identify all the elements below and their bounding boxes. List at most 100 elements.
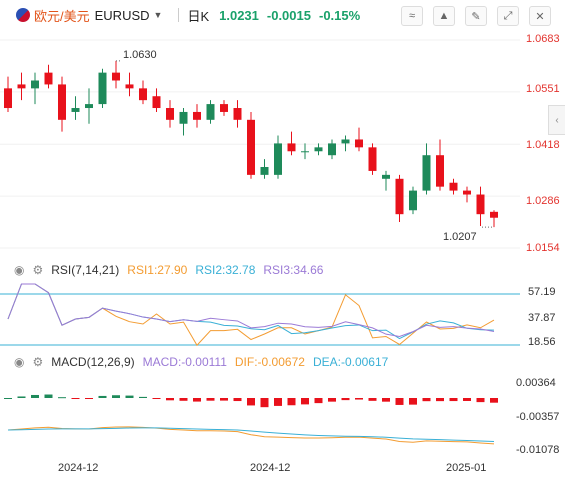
candle[interactable] [436, 155, 444, 187]
macd-bar [355, 398, 363, 400]
expand-icon[interactable]: ⤢ [497, 6, 519, 26]
candle[interactable] [355, 139, 363, 148]
rsi3-line [7, 283, 495, 338]
macd-chart[interactable] [0, 370, 520, 458]
macd-bar [314, 398, 323, 404]
macd-bar [193, 398, 201, 402]
candle[interactable] [247, 119, 255, 175]
rsi-title: RSI(7,14,21) [51, 263, 120, 277]
candle[interactable] [112, 72, 120, 81]
macd-bar [220, 398, 228, 401]
candle[interactable] [409, 190, 417, 211]
candle[interactable] [490, 211, 498, 218]
candle[interactable] [341, 139, 350, 144]
macd-bar [449, 398, 458, 402]
macd-bar [112, 395, 120, 398]
candle[interactable] [287, 143, 296, 152]
dif-value: DIF:-0.00672 [234, 355, 305, 369]
pair-name[interactable]: 欧元/美元 [34, 8, 90, 24]
price-chart[interactable] [0, 30, 520, 260]
rsi1-line [7, 283, 495, 347]
macd-title: MACD(12,26,9) [51, 355, 135, 369]
rsi-header: ◉ ⚙ RSI(7,14,21) RSI1:27.90 RSI2:32.78 R… [14, 263, 331, 277]
candle[interactable] [382, 174, 390, 179]
candle[interactable] [125, 84, 134, 89]
candle[interactable] [395, 178, 404, 215]
candle[interactable] [44, 72, 53, 85]
dea-line [7, 427, 495, 443]
macd-bar [58, 397, 66, 399]
candle[interactable] [476, 194, 485, 215]
macd-bar [301, 398, 309, 405]
candle[interactable] [179, 111, 188, 124]
macd-tick-3: -0.01078 [516, 444, 560, 456]
candle[interactable] [301, 151, 309, 153]
symbol-label[interactable]: EURUSD [94, 7, 150, 23]
candle[interactable] [260, 167, 269, 175]
y-tick-4: 1.0286 [526, 195, 560, 207]
rsi-tick-1: 57.19 [528, 286, 556, 298]
macd-bar [287, 398, 296, 406]
indicator-icon[interactable]: ▲ [433, 6, 455, 26]
candle[interactable] [314, 147, 323, 152]
candle[interactable] [233, 108, 242, 120]
candle[interactable] [71, 108, 80, 112]
candle[interactable] [193, 111, 201, 120]
y-tick-1: 1.0683 [526, 33, 560, 45]
drawing-icon[interactable]: ≈ [401, 6, 423, 26]
chevron-down-icon[interactable]: ▼ [153, 10, 163, 20]
candle[interactable] [449, 182, 458, 191]
flag-icon [16, 8, 30, 22]
candle[interactable] [274, 143, 282, 175]
candle[interactable] [368, 147, 377, 171]
macd-bar [44, 394, 53, 398]
high-price-label: 1.0630 [123, 49, 157, 61]
macd-bar [31, 394, 39, 398]
candle[interactable] [220, 104, 228, 112]
candle[interactable] [166, 108, 174, 120]
tool-icon[interactable]: ✎ [465, 6, 487, 26]
rsi-chart[interactable] [0, 280, 520, 350]
side-panel-toggle[interactable]: ‹ [548, 105, 565, 135]
close-icon[interactable]: ✕ [529, 6, 551, 26]
macd-bar [4, 398, 12, 399]
candle[interactable] [17, 84, 26, 89]
rsi-tick-3: 18.56 [528, 336, 556, 348]
candle[interactable] [152, 96, 161, 109]
rsi-tick-2: 37.87 [528, 312, 556, 324]
macd-bar [476, 398, 485, 403]
rsi2-line [7, 283, 495, 340]
macd-bar [125, 395, 134, 398]
candle[interactable] [31, 80, 39, 89]
chart-header: 欧元/美元 EURUSD ▼ 日K 1.0231 -0.0015 -0.15% [0, 0, 565, 30]
macd-tick-1: 0.00364 [516, 377, 556, 389]
candle[interactable] [139, 88, 147, 101]
macd-value: MACD:-0.00111 [142, 355, 227, 369]
settings-icon[interactable]: ⚙ [32, 355, 44, 369]
macd-bar [328, 398, 336, 402]
candle[interactable] [422, 155, 431, 191]
eye-icon[interactable]: ◉ [14, 355, 25, 369]
period-selector[interactable]: 日K [187, 8, 210, 24]
macd-bar [247, 398, 255, 406]
macd-bar [368, 398, 377, 401]
candle[interactable] [98, 72, 107, 105]
macd-bar [179, 398, 188, 401]
y-tick-2: 1.0551 [526, 83, 560, 95]
candle[interactable] [4, 88, 12, 109]
eye-icon[interactable]: ◉ [14, 263, 25, 277]
candle[interactable] [463, 190, 471, 195]
settings-icon[interactable]: ⚙ [32, 263, 44, 277]
macd-bar [152, 398, 161, 399]
macd-bar [422, 398, 431, 402]
macd-bar [85, 398, 93, 399]
macd-bar [395, 398, 404, 405]
macd-tick-2: -0.00357 [516, 411, 560, 423]
candle[interactable] [85, 104, 93, 109]
candle[interactable] [328, 143, 336, 156]
price-change-pct: -0.15% [318, 7, 361, 23]
macd-bar [490, 398, 498, 403]
macd-bar [139, 396, 147, 398]
candle[interactable] [58, 84, 66, 120]
candle[interactable] [206, 104, 215, 120]
